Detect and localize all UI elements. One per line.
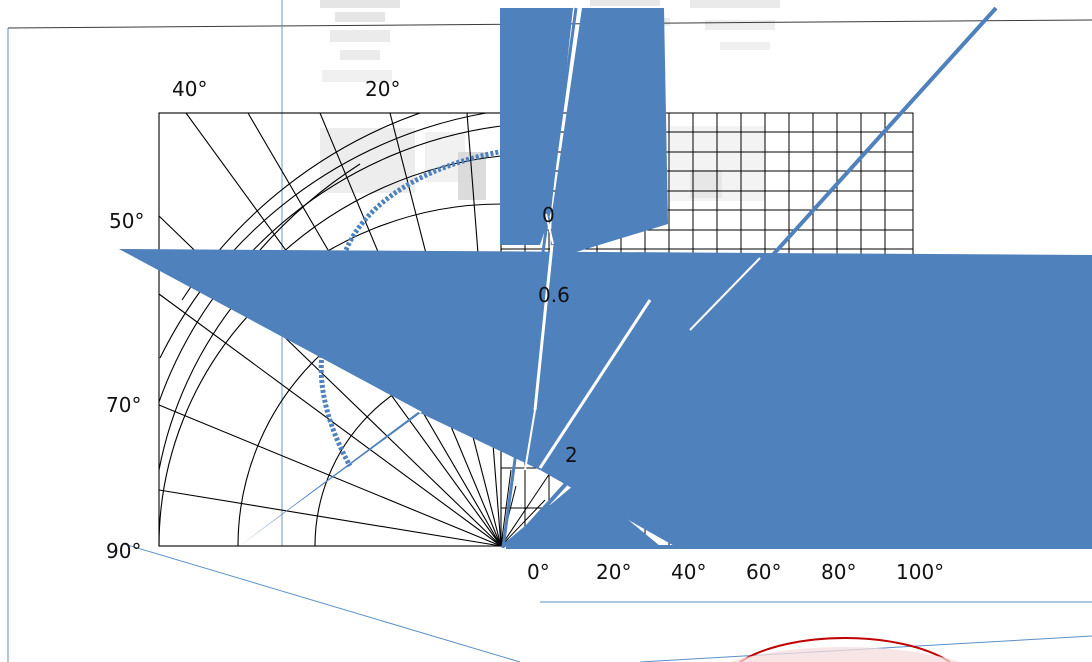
radial-label-06: 0.6	[538, 283, 570, 307]
bottom-label-20: 20°	[596, 560, 631, 584]
blue-left-strip	[500, 8, 573, 245]
near-vertical-line	[501, 7, 578, 549]
lower-curve	[318, 354, 353, 468]
bottom-label-100: 100°	[896, 560, 944, 584]
upper-arc	[343, 147, 511, 251]
left-label-20: 20°	[365, 77, 400, 101]
blue-right-strip	[550, 8, 668, 260]
radial-label-0: 0	[542, 203, 555, 227]
left-label-50: 50°	[109, 209, 144, 233]
left-label-70: 70°	[106, 393, 141, 417]
long-diagonal	[506, 6, 998, 550]
left-label-90: 90°	[106, 539, 141, 563]
bottom-label-0: 0°	[527, 560, 550, 584]
blue-bottom-wedge	[501, 480, 660, 546]
radial-label-2: 2	[565, 443, 578, 467]
blue-star-shape	[119, 249, 1092, 548]
bottom-label-80: 80°	[821, 560, 856, 584]
bottom-label-60: 60°	[746, 560, 781, 584]
blue-curves	[318, 6, 1092, 550]
bottom-label-40: 40°	[671, 560, 706, 584]
blue-shapes	[119, 8, 1092, 548]
bottom-decoration	[730, 637, 960, 662]
left-label-40: 40°	[172, 77, 207, 101]
white-separators	[524, 213, 761, 471]
